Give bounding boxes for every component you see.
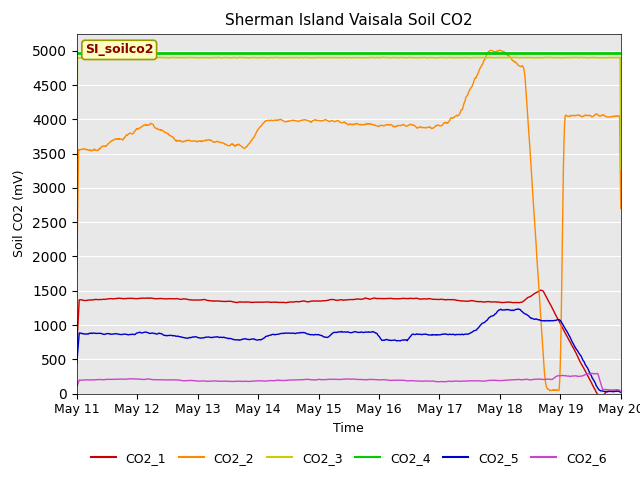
CO2_3 xyxy=(132,55,140,60)
CO2_6 xyxy=(305,376,313,382)
CO2_3 xyxy=(461,55,468,60)
CO2_6 xyxy=(617,388,625,394)
Line: CO2_1: CO2_1 xyxy=(77,290,621,400)
CO2_2 xyxy=(73,269,81,275)
CO2_1 xyxy=(460,298,468,304)
CO2_6 xyxy=(483,378,490,384)
Line: CO2_5: CO2_5 xyxy=(77,309,621,392)
CO2_1 xyxy=(536,288,544,293)
CO2_5 xyxy=(514,306,522,312)
CO2_3 xyxy=(543,55,551,60)
CO2_5 xyxy=(617,389,625,395)
CO2_4 xyxy=(73,50,81,56)
CO2_4 xyxy=(617,50,625,56)
CO2_5 xyxy=(305,331,313,337)
CO2_1 xyxy=(543,295,551,301)
Line: CO2_3: CO2_3 xyxy=(77,57,621,169)
CO2_2 xyxy=(543,385,551,391)
CO2_4 xyxy=(460,50,468,56)
CO2_5 xyxy=(214,334,222,340)
Legend: CO2_1, CO2_2, CO2_3, CO2_4, CO2_5, CO2_6: CO2_1, CO2_2, CO2_3, CO2_4, CO2_5, CO2_6 xyxy=(86,447,612,469)
X-axis label: Time: Time xyxy=(333,422,364,435)
CO2_2 xyxy=(617,205,625,211)
CO2_4 xyxy=(132,50,140,56)
Text: SI_soilco2: SI_soilco2 xyxy=(85,43,154,56)
CO2_3 xyxy=(617,167,625,172)
CO2_5 xyxy=(460,332,468,337)
CO2_2 xyxy=(214,139,222,144)
CO2_6 xyxy=(589,371,596,376)
CO2_6 xyxy=(460,378,468,384)
CO2_2 xyxy=(496,47,504,53)
CO2_2 xyxy=(305,119,313,124)
CO2_2 xyxy=(546,388,554,394)
CO2_6 xyxy=(132,376,140,382)
CO2_1 xyxy=(214,298,222,304)
CO2_2 xyxy=(132,126,140,132)
CO2_1 xyxy=(617,389,625,395)
CO2_1 xyxy=(73,344,81,349)
CO2_5 xyxy=(73,360,81,366)
CO2_4 xyxy=(214,50,222,56)
CO2_3 xyxy=(378,54,386,60)
CO2_1 xyxy=(597,397,605,403)
CO2_2 xyxy=(460,100,468,106)
Y-axis label: Soil CO2 (mV): Soil CO2 (mV) xyxy=(13,170,26,257)
Title: Sherman Island Vaisala Soil CO2: Sherman Island Vaisala Soil CO2 xyxy=(225,13,472,28)
CO2_3 xyxy=(73,167,81,172)
CO2_5 xyxy=(543,318,551,324)
CO2_2 xyxy=(483,52,490,58)
Line: CO2_2: CO2_2 xyxy=(77,50,621,391)
CO2_4 xyxy=(543,50,550,56)
CO2_1 xyxy=(132,296,140,301)
CO2_4 xyxy=(305,50,313,56)
CO2_3 xyxy=(214,54,222,60)
CO2_4 xyxy=(483,50,490,56)
CO2_1 xyxy=(305,299,313,304)
CO2_6 xyxy=(73,384,81,390)
CO2_3 xyxy=(483,55,491,60)
Line: CO2_6: CO2_6 xyxy=(77,373,621,391)
CO2_6 xyxy=(214,378,222,384)
CO2_5 xyxy=(483,318,490,324)
CO2_3 xyxy=(305,55,313,60)
CO2_5 xyxy=(132,331,140,336)
CO2_1 xyxy=(483,299,490,304)
CO2_6 xyxy=(543,376,550,382)
